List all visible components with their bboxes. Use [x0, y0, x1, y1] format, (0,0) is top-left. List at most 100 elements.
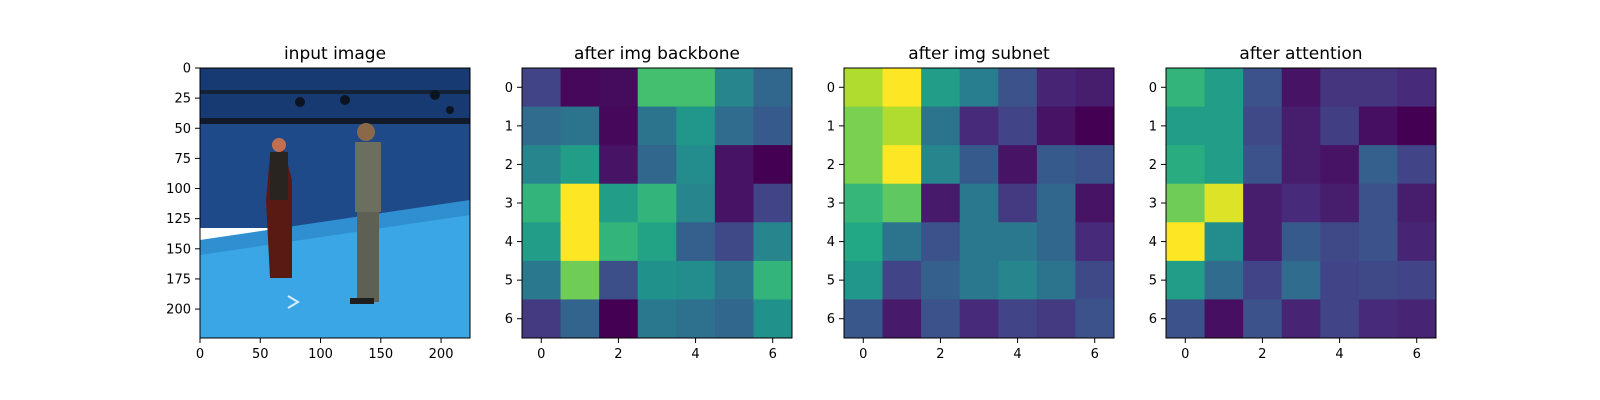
heatmap-cell — [637, 299, 677, 339]
heatmap-cell — [676, 299, 716, 339]
heatmap-cell — [921, 68, 961, 108]
x-tick-label: 100 — [308, 347, 333, 362]
x-tick-label: 0 — [196, 347, 204, 362]
heatmap-cell — [560, 299, 600, 339]
y-tick-label: 6 — [827, 312, 835, 327]
x-tick-label: 2 — [1258, 347, 1266, 362]
heatmap-cell — [959, 260, 999, 300]
heatmap-cell — [522, 260, 562, 300]
heatmap-cell — [637, 260, 677, 300]
heatmap-cell — [1166, 145, 1206, 185]
heatmap-cell — [1281, 260, 1321, 300]
heatmap-cell — [1204, 183, 1244, 223]
photo-person-right-feet — [350, 298, 374, 304]
y-tick-label: 0 — [183, 62, 191, 77]
heatmap-cell — [1204, 222, 1244, 262]
heatmap-cell — [998, 260, 1038, 300]
y-tick-label: 6 — [1149, 312, 1157, 327]
y-tick-label: 3 — [1149, 197, 1157, 212]
x-tick-label: 0 — [537, 347, 545, 362]
heatmap-cell — [1166, 299, 1206, 339]
y-tick-label: 5 — [827, 274, 835, 289]
heatmap-cell — [1397, 260, 1437, 300]
heatmap-cell — [522, 68, 562, 108]
heatmap-cell — [959, 299, 999, 339]
heatmap-cell — [1397, 145, 1437, 185]
heatmap-cell — [844, 145, 884, 185]
heatmap-cell — [560, 106, 600, 146]
heatmap-cell — [921, 299, 961, 339]
panel-after-attention: after attention 0 2 4 6 0 1 2 3 4 5 6 — [1149, 44, 1437, 362]
axis-ticks: 0 50 100 150 200 0 25 50 75 100 125 150 175 200 — [166, 62, 453, 363]
heatmap-cell — [1320, 260, 1360, 300]
heatmap-cell — [637, 68, 677, 108]
heatmap-cell — [1358, 145, 1398, 185]
heatmap-cell — [599, 106, 639, 146]
heatmap-cell — [921, 260, 961, 300]
heatmap-cell — [1036, 145, 1076, 185]
heatmap-cell — [753, 299, 793, 339]
heatmap-cell — [1075, 260, 1115, 300]
heatmap-cell — [1397, 299, 1437, 339]
heatmap-cell — [1243, 299, 1283, 339]
x-tick-label: 4 — [1013, 347, 1021, 362]
y-tick-label: 2 — [1149, 158, 1157, 173]
heatmap-cell — [637, 106, 677, 146]
heatmap-cell — [599, 299, 639, 339]
heatmap-cell — [1320, 145, 1360, 185]
x-tick-label: 6 — [1413, 347, 1421, 362]
y-tick-label: 50 — [174, 122, 191, 137]
heatmap-cell — [1036, 106, 1076, 146]
x-tick-label: 2 — [614, 347, 622, 362]
heatmap-cell — [522, 183, 562, 223]
heatmap-cell — [959, 68, 999, 108]
heatmap-cells — [1166, 68, 1437, 339]
heatmap-cell — [959, 145, 999, 185]
heatmap-cell — [1204, 299, 1244, 339]
y-tick-label: 1 — [1149, 119, 1157, 134]
heatmap-cell — [1397, 222, 1437, 262]
heatmap-cell — [714, 145, 754, 185]
heatmap-cell — [882, 183, 922, 223]
heatmap-cell — [921, 222, 961, 262]
heatmap-cell — [714, 68, 754, 108]
heatmap-cell — [599, 68, 639, 108]
heatmap-cell — [1243, 222, 1283, 262]
heatmap-cell — [1358, 183, 1398, 223]
photo-person-left-torso — [270, 152, 288, 200]
y-tick-label: 1 — [827, 119, 835, 134]
heatmap-cell — [1320, 106, 1360, 146]
heatmap-cell — [882, 68, 922, 108]
heatmap-cell — [714, 183, 754, 223]
heatmap-cell — [844, 183, 884, 223]
heatmap-cell — [1358, 68, 1398, 108]
x-tick-label: 50 — [252, 347, 269, 362]
heatmap-cell — [676, 106, 716, 146]
heatmap-cell — [1320, 222, 1360, 262]
heatmap-cell — [1204, 145, 1244, 185]
photo-person-right-legs — [357, 212, 379, 302]
heatmap-cell — [1243, 106, 1283, 146]
x-tick-label: 6 — [769, 347, 777, 362]
heatmap-cell — [998, 106, 1038, 146]
heatmap-cell — [921, 145, 961, 185]
heatmap-cell — [844, 222, 884, 262]
y-tick-label: 5 — [1149, 274, 1157, 289]
heatmap-cell — [753, 145, 793, 185]
heatmap-cell — [560, 260, 600, 300]
heatmap-cells — [844, 68, 1115, 339]
heatmap-cell — [1075, 222, 1115, 262]
photo-person-right-torso — [355, 142, 381, 212]
heatmap-cell — [1036, 183, 1076, 223]
heatmap-cells — [522, 68, 793, 339]
heatmap-cell — [676, 222, 716, 262]
heatmap-cell — [998, 222, 1038, 262]
y-tick-label: 1 — [505, 119, 513, 134]
y-tick-label: 0 — [1149, 81, 1157, 96]
heatmap-cell — [1036, 299, 1076, 339]
heatmap-cell — [1075, 183, 1115, 223]
heatmap-cell — [753, 68, 793, 108]
heatmap-cell — [1204, 68, 1244, 108]
heatmap-cell — [560, 145, 600, 185]
photo-floor-back — [200, 200, 470, 255]
